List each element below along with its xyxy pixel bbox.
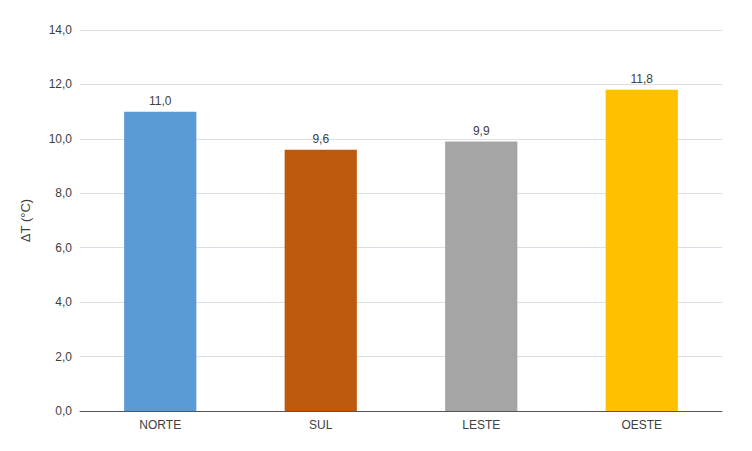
svg-text:9,6: 9,6 xyxy=(312,132,329,146)
svg-text:6,0: 6,0 xyxy=(55,241,72,255)
svg-text:8,0: 8,0 xyxy=(55,186,72,200)
svg-text:14,0: 14,0 xyxy=(49,23,73,37)
svg-text:LESTE: LESTE xyxy=(462,418,500,432)
svg-text:ΔT (°C): ΔT (°C) xyxy=(18,199,33,242)
svg-text:OESTE: OESTE xyxy=(621,418,662,432)
svg-text:SUL: SUL xyxy=(309,418,333,432)
svg-text:9,9: 9,9 xyxy=(473,124,490,138)
svg-text:10,0: 10,0 xyxy=(49,132,73,146)
svg-text:2,0: 2,0 xyxy=(55,350,72,364)
svg-text:0,0: 0,0 xyxy=(55,404,72,418)
svg-text:12,0: 12,0 xyxy=(49,77,73,91)
svg-text:11,0: 11,0 xyxy=(149,94,172,108)
svg-text:4,0: 4,0 xyxy=(55,295,72,309)
svg-text:11,8: 11,8 xyxy=(631,72,654,86)
svg-text:NORTE: NORTE xyxy=(139,418,181,432)
